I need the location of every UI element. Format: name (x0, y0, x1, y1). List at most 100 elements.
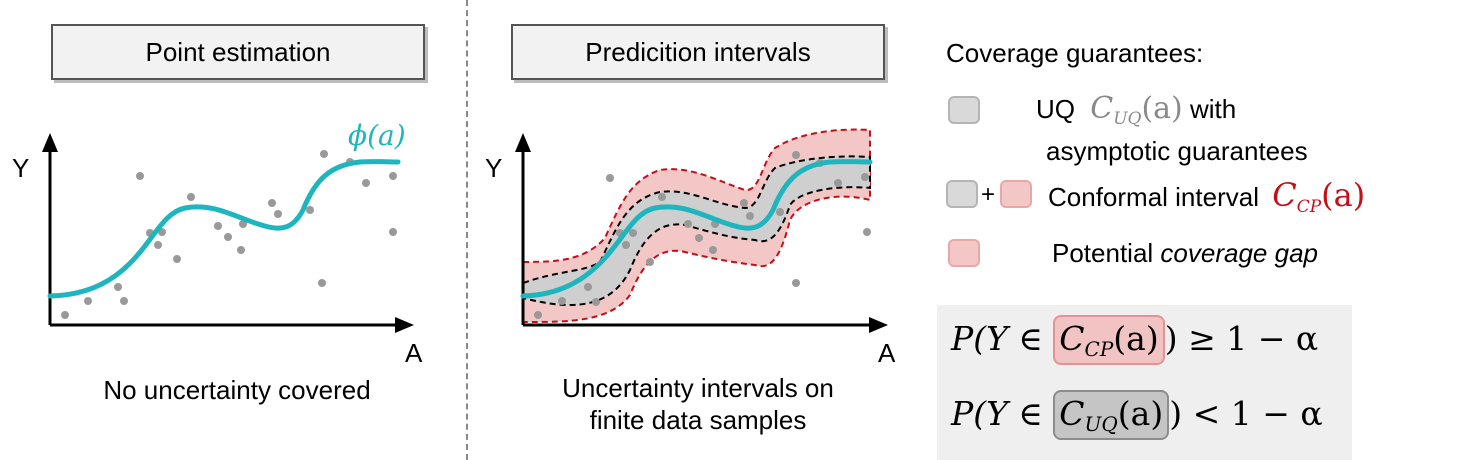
data-point (861, 173, 869, 181)
uq-suffix: with (1190, 94, 1237, 124)
data-point (362, 179, 370, 187)
panel-divider (466, 0, 468, 460)
prediction-intervals-title: Predicition intervals (585, 36, 811, 67)
uq-symbol-arg: (a) (1141, 91, 1183, 126)
cp-symbol-c: C (1272, 176, 1297, 214)
gap-swatch (948, 239, 980, 267)
pi-y-axis-label: Y (485, 153, 502, 183)
pe-x-axis-arrow (395, 317, 414, 333)
data-point (684, 220, 692, 228)
data-point (187, 193, 195, 201)
cp-symbol: CCP(a) (1272, 176, 1366, 217)
pi-caption: Uncertainty intervals on finite data sam… (500, 372, 896, 436)
data-point (792, 279, 800, 287)
gap-prefix: Potential (1052, 238, 1154, 268)
uq-legend-line2: asymptotic guarantees (1046, 136, 1308, 166)
pi-y-axis-arrow (515, 133, 531, 152)
cp-gray-swatch (946, 180, 978, 208)
cp-legend: Conformal interval CCP(a) (1048, 178, 1365, 224)
data-point (695, 234, 703, 242)
pe-y-axis-arrow (42, 133, 58, 152)
data-point (61, 311, 69, 319)
data-point (606, 174, 614, 182)
prediction-intervals-title-box: Predicition intervals (511, 24, 885, 80)
data-point (389, 172, 397, 180)
cp-pink-swatch (1000, 180, 1032, 208)
f2-set-sub: UQ (1084, 412, 1118, 436)
data-point (389, 228, 397, 236)
uq-symbol-sub: UQ (1113, 109, 1142, 129)
f1-set-sub: CP (1084, 337, 1114, 361)
data-point (776, 208, 784, 216)
pe-caption: No uncertainty covered (103, 375, 371, 405)
data-point (318, 279, 326, 287)
f2-suffix: ) < 1 − α (1169, 394, 1323, 433)
data-point (658, 193, 666, 201)
data-point (274, 210, 282, 218)
f2-set: CUQ(a) (1053, 390, 1170, 440)
pe-x-axis-label: A (405, 338, 423, 368)
data-point (646, 258, 654, 266)
data-point (792, 151, 800, 159)
data-point (114, 283, 122, 291)
data-point (268, 199, 276, 207)
f2-prefix: P(Y ∈ (951, 394, 1054, 433)
data-point (320, 150, 328, 158)
pi-estimate-curve (520, 159, 873, 299)
pe-data-points (61, 150, 397, 319)
cp-symbol-sub: CP (1296, 197, 1322, 217)
f1-suffix: ) ≥ 1 − α (1164, 319, 1319, 358)
pi-x-axis-arrow (869, 317, 888, 333)
uq-symbol: CUQ(a) (1090, 91, 1183, 130)
data-point (592, 298, 600, 306)
data-point (214, 222, 222, 230)
data-point (629, 229, 637, 237)
gap-italic: coverage gap (1160, 238, 1318, 268)
gap-legend: Potential coverage gap (1052, 236, 1318, 270)
legend-title: Coverage guarantees: (946, 38, 1204, 68)
uq-symbol-c: C (1090, 91, 1114, 126)
pe-y-axis-label: Y (12, 153, 29, 183)
data-point (84, 297, 92, 305)
pi-data-points (534, 151, 871, 319)
f1-set-c: C (1059, 319, 1085, 358)
data-point (863, 228, 871, 236)
pe-curve-label: ϕ(a) (348, 119, 406, 152)
data-point (740, 199, 748, 207)
uq-prefix: UQ (1036, 94, 1075, 124)
plus-sign: + (981, 181, 996, 208)
point-estimation-title: Point estimation (145, 36, 331, 67)
data-point (224, 233, 232, 241)
pi-caption-line2: finite data samples (589, 405, 807, 435)
f2-set-c: C (1059, 394, 1085, 433)
formula-uq: P(Y ∈ CUQ(a)) < 1 − α (951, 390, 1323, 440)
point-estimation-title-box: Point estimation (51, 24, 425, 80)
data-point (709, 246, 717, 254)
data-point (173, 255, 181, 263)
data-point (120, 297, 128, 305)
data-point (154, 241, 162, 249)
f1-prefix: P(Y ∈ (951, 319, 1054, 358)
formula-panel: P(Y ∈ CCP(a)) ≥ 1 − α P(Y ∈ CUQ(a)) < 1 … (937, 305, 1352, 460)
data-point (622, 241, 630, 249)
cp-text: Conformal interval (1048, 182, 1259, 212)
data-point (558, 297, 566, 305)
data-point (534, 311, 542, 319)
data-point (584, 283, 592, 291)
point-estimation-plot: Y A ϕ(a) (12, 119, 423, 368)
data-point (237, 246, 245, 254)
uq-swatch (948, 96, 980, 124)
f1-set: CCP(a) (1053, 315, 1165, 365)
data-point (306, 206, 314, 214)
formula-cp: P(Y ∈ CCP(a)) ≥ 1 − α (951, 315, 1318, 365)
pe-estimate-curve (47, 159, 401, 299)
f1-set-arg: (a) (1113, 319, 1159, 358)
cp-symbol-arg: (a) (1321, 176, 1366, 214)
data-point (834, 179, 842, 187)
data-point (136, 172, 144, 180)
prediction-intervals-plot: Y A (485, 128, 896, 368)
data-point (746, 212, 754, 220)
uq-legend-line1: UQ CUQ(a) with (1036, 92, 1236, 136)
pi-caption-line1: Uncertainty intervals on (562, 373, 834, 403)
